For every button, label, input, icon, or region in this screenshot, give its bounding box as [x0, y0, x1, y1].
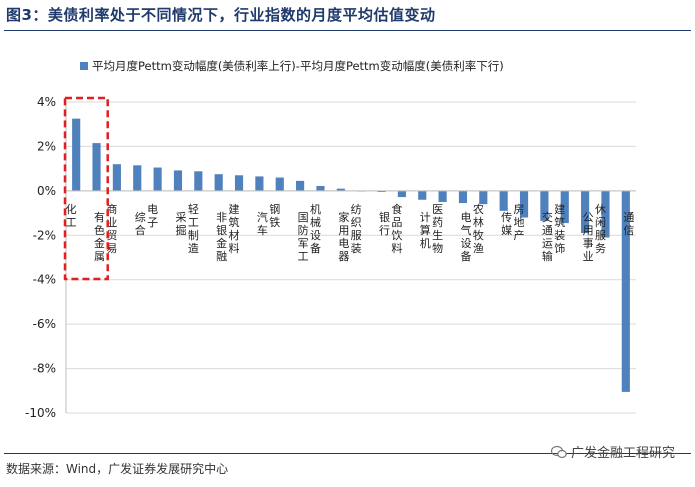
bar: [153, 167, 162, 191]
x-tick-label: 交通运输: [542, 210, 553, 263]
x-tick-label: 机械设备: [310, 202, 321, 255]
x-tick-label: 采掘: [175, 211, 186, 237]
bar-chart: 平均月度Pettm变动幅度(美债利率上行)-平均月度Pettm变动幅度(美债利率…: [25, 59, 636, 420]
bar: [194, 171, 203, 191]
legend-label: 平均月度Pettm变动幅度(美债利率上行)-平均月度Pettm变动幅度(美债利率…: [92, 59, 504, 73]
bar: [377, 190, 386, 192]
y-tick-label: -8%: [33, 362, 56, 376]
x-tick-label: 有色金属: [94, 210, 105, 263]
bar: [458, 190, 468, 204]
legend: 平均月度Pettm变动幅度(美债利率上行)-平均月度Pettm变动幅度(美债利率…: [80, 59, 504, 73]
bar: [560, 190, 569, 224]
bar: [112, 164, 121, 191]
x-tick-label: 商业贸易: [106, 202, 117, 255]
x-tick-label: 传媒: [501, 211, 512, 237]
x-tick-label: 钢铁: [269, 203, 280, 229]
y-tick-label: -2%: [33, 228, 56, 242]
bar: [336, 188, 345, 191]
bar: [296, 180, 305, 191]
figure-title: 图3：美债利率处于不同情况下，行业指数的月度平均估值变动: [6, 6, 436, 24]
y-tick-label: -6%: [33, 317, 56, 331]
x-tick-label: 农林牧渔: [473, 202, 484, 255]
bar: [255, 176, 264, 191]
bar: [418, 190, 427, 200]
x-tick-label: 电子: [147, 203, 158, 229]
source-note: 数据来源：Wind，广发证券发展研究中心: [6, 462, 229, 476]
highlight-box: [63, 96, 109, 281]
x-tick-label: 医药生物: [432, 203, 443, 255]
x-tick-label: 休闲服务: [595, 203, 606, 255]
x-tick-label: 综合: [135, 210, 146, 237]
watermark: 广发金融工程研究: [550, 442, 675, 461]
bar: [133, 165, 142, 191]
bar: [499, 190, 508, 211]
x-tick-label: 计算机: [420, 211, 431, 250]
bar: [621, 190, 630, 392]
x-tick-label: 公用事业: [583, 211, 594, 263]
x-tick-label: 银行: [379, 210, 390, 237]
legend-swatch: [80, 62, 88, 70]
y-tick-label: 2%: [37, 139, 56, 153]
bar: [92, 143, 101, 191]
x-tick-label: 家用电器: [338, 210, 349, 263]
x-tick-label: 通信: [623, 211, 634, 237]
x-tick-label: 纺织服装: [351, 202, 362, 255]
y-tick-label: 4%: [37, 95, 56, 109]
x-tick-label: 化工: [66, 202, 77, 229]
bar: [275, 177, 284, 191]
bar: [540, 190, 549, 221]
bottom-rule: [4, 453, 691, 454]
x-tick-label: 非银金融: [216, 211, 227, 263]
y-tick-label: -10%: [25, 406, 56, 420]
x-tick-label: 食品饮料: [391, 202, 402, 255]
watermark-text: 广发金融工程研究: [570, 446, 675, 461]
bar: [397, 190, 406, 198]
bar: [234, 175, 244, 191]
bar: [601, 190, 610, 238]
bar: [438, 190, 447, 202]
x-tick-label: 房地产: [514, 203, 525, 242]
bar: [519, 190, 529, 218]
bar: [479, 190, 488, 205]
bar: [173, 170, 183, 191]
bar: [214, 174, 223, 191]
bar: [581, 190, 590, 234]
title-rule: [4, 30, 691, 31]
bar: [316, 185, 325, 191]
x-tick-label: 汽车: [257, 210, 268, 237]
wechat-icon: [550, 445, 567, 458]
x-tick-label: 建筑材料: [229, 202, 240, 255]
y-tick-label: 0%: [37, 184, 56, 198]
bar: [72, 118, 81, 191]
x-tick-label: 国防军工: [298, 211, 309, 263]
x-tick-label: 电气设备: [460, 211, 471, 263]
y-tick-label: -4%: [33, 273, 56, 287]
x-tick-label: 建筑装饰: [554, 202, 565, 255]
x-tick-label: 轻工制造: [188, 202, 199, 255]
